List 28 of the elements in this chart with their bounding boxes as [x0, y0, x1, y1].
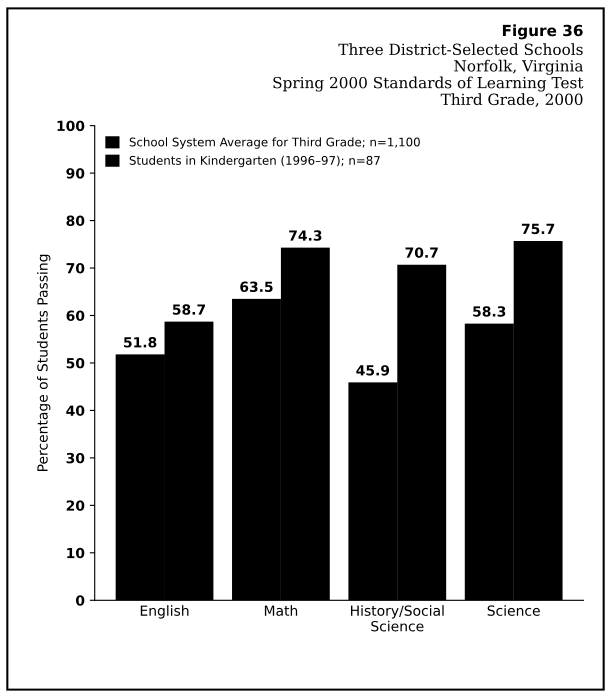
- data-label: 74.3: [289, 230, 322, 241]
- chart-title: Figure 36: [502, 24, 583, 40]
- y-tick-label: 20: [66, 500, 84, 511]
- data-label: 63.5: [240, 282, 273, 292]
- legend-label: Students in Kindergarten (1996–97); n=87: [130, 156, 380, 168]
- y-tick-label: 70: [66, 263, 84, 274]
- y-axis-title: Percentage of Students Passing: [36, 254, 50, 472]
- chart-subtitle: Three District-Selected Schools Norfolk, Virginia Spring 2000 Standards of Learning Test Third Grade, 2000: [273, 43, 584, 107]
- data-label: 70.7: [406, 247, 438, 258]
- x-tick-label: History/Social Science: [351, 605, 444, 632]
- x-tick-label: Science: [488, 605, 540, 616]
- data-label: 45.9: [356, 365, 390, 376]
- y-tick-label: 80: [66, 216, 84, 226]
- y-tick-label: 60: [66, 310, 84, 321]
- y-tick-label: 100: [58, 120, 84, 132]
- x-tick-label: Math: [264, 605, 298, 616]
- y-tick-label: 90: [66, 168, 84, 179]
- y-tick-label: 10: [67, 548, 84, 558]
- y-tick-label: 50: [66, 358, 84, 368]
- x-tick-label: English: [140, 605, 188, 619]
- y-tick-label: 30: [66, 452, 84, 464]
- y-tick-label: 0: [76, 595, 84, 606]
- legend-label: School System Average for Third Grade; n=1,100: [130, 137, 420, 149]
- data-label: 58.3: [473, 306, 506, 317]
- y-tick-label: 40: [66, 405, 84, 416]
- data-label: 51.8: [124, 337, 156, 348]
- data-label: 75.7: [522, 224, 554, 234]
- data-label: 58.7: [172, 304, 206, 315]
